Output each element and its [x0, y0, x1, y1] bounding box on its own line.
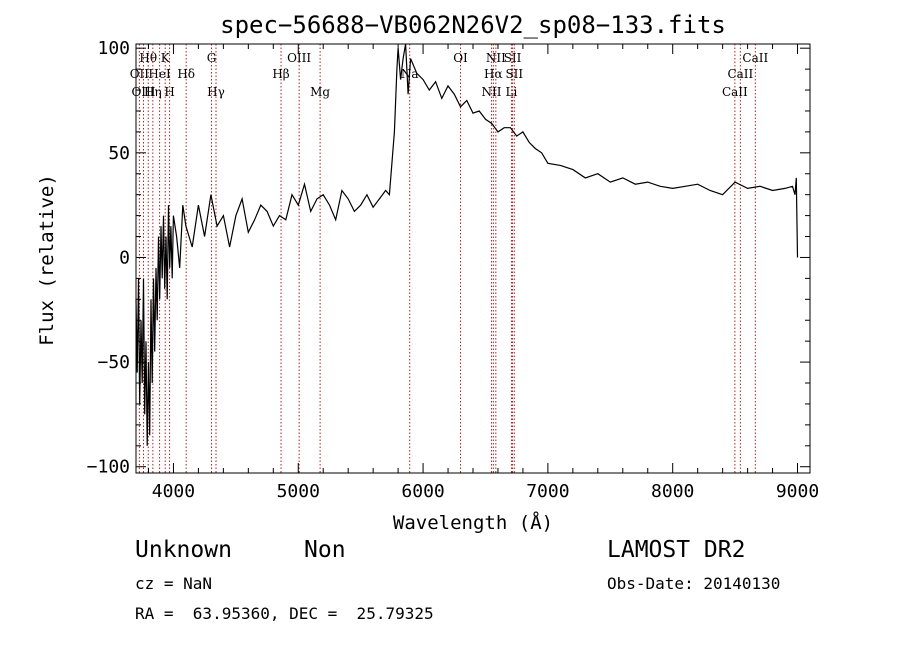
y-tick-label: 50: [108, 143, 130, 164]
spectral-line-label: SII: [505, 67, 523, 81]
spectral-line-label: H: [164, 85, 174, 99]
y-tick-label: −50: [97, 352, 130, 373]
spectral-line-label: G: [207, 51, 217, 65]
spectral-line-label: NII: [486, 51, 506, 65]
spectral-line-label: Hη: [144, 85, 162, 99]
x-tick-label: 9000: [776, 481, 819, 502]
spectral-line-label: Li: [506, 85, 518, 99]
y-axis-label: Flux (relative): [36, 174, 58, 346]
y-tick-label: 0: [119, 247, 130, 268]
object-subclass: Non: [304, 537, 346, 563]
spectral-line-label: HeI: [148, 67, 171, 81]
y-axis-ticks: −100 −50 0 50 100: [87, 38, 810, 478]
spectral-line-label: OII: [130, 67, 150, 81]
y-tick-label: 100: [97, 38, 130, 59]
x-tick-label: 6000: [401, 481, 444, 502]
spectral-line-label: SII: [504, 51, 522, 65]
spectral-line-label: Hα: [484, 67, 503, 81]
chart-title: spec−56688−VB062N26V2_sp08−133.fits: [220, 11, 726, 39]
x-tick-label: 5000: [277, 481, 320, 502]
spectral-line-label: Hβ: [272, 67, 289, 81]
spectral-line-label: OI: [453, 51, 468, 65]
spectral-line-labels: HθOIIOIIIHηHeIKHHδGHγHβOIIIMgNaOINIIHαNI…: [130, 51, 769, 99]
spectral-line-label: CaII: [727, 67, 753, 81]
redshift-cz: cz = NaN: [135, 574, 213, 593]
spectral-line-label: OIII: [287, 51, 311, 65]
x-tick-label: 7000: [526, 481, 569, 502]
spectral-line-label: Hγ: [207, 85, 225, 99]
x-axis-label: Wavelength (Å): [393, 511, 553, 534]
spectral-line-label: K: [161, 51, 171, 65]
observation-date: Obs-Date: 20140130: [607, 574, 781, 593]
spectral-line-label: OIII: [131, 85, 155, 99]
x-tick-label: 4000: [152, 481, 195, 502]
survey-name: LAMOST DR2: [607, 537, 746, 563]
spectral-line-label: CaII: [742, 51, 768, 65]
x-axis-ticks: 4000 5000 6000 7000 8000 9000: [147, 44, 819, 502]
spectral-line-label: Hδ: [177, 67, 195, 81]
spectrum-line: [135, 43, 799, 446]
spectral-line-label: CaII: [722, 85, 748, 99]
coordinates-ra-dec: RA = 63.95360, DEC = 25.79325: [135, 604, 434, 623]
spectral-line-label: NII: [481, 85, 501, 99]
object-class: Unknown: [135, 537, 232, 563]
spectral-line-label: Hθ: [139, 51, 157, 65]
spectral-line-label: Mg: [310, 85, 330, 99]
y-tick-label: −100: [87, 457, 130, 478]
x-tick-label: 8000: [651, 481, 694, 502]
